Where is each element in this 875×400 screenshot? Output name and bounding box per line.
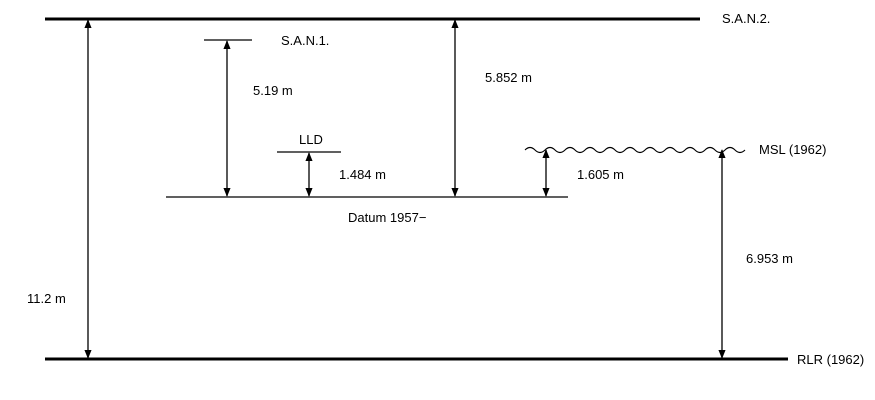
rlr-to-san2-value: 11.2 m [27,291,66,306]
msl-label: MSL (1962) [759,142,826,157]
datum-to-lld-value: 1.484 m [339,167,386,182]
lld-label: LLD [299,132,323,147]
datum-to-msl-value: 1.605 m [577,167,624,182]
datum-to-san1-value: 5.19 m [253,83,293,98]
msl-wavy-line [524,146,746,154]
san1-label: S.A.N.1. [281,33,329,48]
san2-label: S.A.N.2. [722,11,770,26]
datum-to-san2-value: 5.852 m [485,70,532,85]
rlr-to-msl-value: 6.953 m [746,251,793,266]
datum-label: Datum 1957− [348,210,426,225]
rlr-label: RLR (1962) [797,352,864,367]
